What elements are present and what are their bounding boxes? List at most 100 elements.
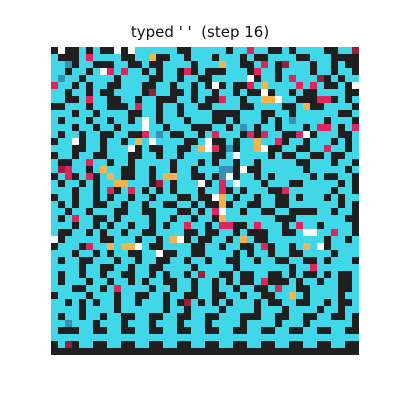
- board-cell: [142, 348, 150, 355]
- board-cell: [121, 334, 129, 342]
- board-cell: [268, 222, 276, 230]
- board-cell: [324, 166, 332, 174]
- board-cell: [86, 250, 94, 258]
- board-cell: [310, 110, 318, 118]
- board-cell: [51, 285, 59, 293]
- board-cell: [233, 243, 241, 251]
- board-cell: [170, 271, 178, 279]
- board-cell: [51, 131, 59, 139]
- board-cell: [261, 250, 269, 258]
- board-cell: [233, 264, 241, 272]
- board-cell: [205, 348, 213, 355]
- board-cell: [310, 208, 318, 216]
- board-cell: [191, 222, 199, 230]
- board-cell: [324, 257, 332, 265]
- board-cell: [121, 264, 129, 272]
- board-cell: [198, 68, 206, 76]
- board-cell: [331, 257, 339, 265]
- board-cell: [58, 341, 66, 349]
- board-cell: [226, 173, 234, 181]
- board-cell: [128, 180, 136, 188]
- board-cell: [303, 264, 311, 272]
- board-cell: [135, 166, 143, 174]
- board-cell: [289, 257, 297, 265]
- board-cell: [163, 201, 171, 209]
- board-cell: [247, 68, 255, 76]
- board-cell: [156, 257, 164, 265]
- board-cell: [93, 159, 101, 167]
- board-cell: [282, 292, 290, 300]
- board-cell: [86, 334, 94, 342]
- board-cell: [205, 61, 213, 69]
- board-cell: [331, 180, 339, 188]
- board-cell: [296, 89, 304, 97]
- board-cell: [128, 278, 136, 286]
- board-cell: [331, 75, 339, 83]
- board-cell: [58, 348, 66, 355]
- board-cell: [191, 68, 199, 76]
- board-cell: [170, 348, 178, 355]
- board-cell: [275, 306, 283, 314]
- board-cell: [226, 166, 234, 174]
- board-cell: [191, 320, 199, 328]
- board-cell: [254, 82, 262, 90]
- board-cell: [219, 117, 227, 125]
- board-cell: [93, 110, 101, 118]
- board-cell: [296, 341, 304, 349]
- board-cell: [65, 201, 73, 209]
- board-cell: [247, 236, 255, 244]
- board-cell: [163, 110, 171, 118]
- board-cell: [142, 327, 150, 335]
- board-cell: [296, 61, 304, 69]
- board-cell: [289, 75, 297, 83]
- board-cell: [65, 348, 73, 355]
- board-cell: [331, 215, 339, 223]
- board-cell: [226, 131, 234, 139]
- board-cell: [268, 201, 276, 209]
- board-cell: [317, 117, 325, 125]
- board-cell: [198, 145, 206, 153]
- board-cell: [345, 103, 353, 111]
- board-cell: [212, 229, 220, 237]
- board-cell: [191, 327, 199, 335]
- board-cell: [296, 250, 304, 258]
- board-cell: [275, 250, 283, 258]
- board-cell: [240, 327, 248, 335]
- board-cell: [331, 131, 339, 139]
- board-cell: [233, 166, 241, 174]
- board-cell: [233, 54, 241, 62]
- board-cell: [296, 348, 304, 355]
- board-cell: [282, 61, 290, 69]
- board-cell: [100, 61, 108, 69]
- board-cell: [156, 131, 164, 139]
- board-cell: [149, 159, 157, 167]
- board-cell: [275, 341, 283, 349]
- board-grid: [51, 47, 359, 355]
- board-cell: [51, 117, 59, 125]
- board-cell: [282, 236, 290, 244]
- board-cell: [107, 341, 115, 349]
- board-cell: [177, 215, 185, 223]
- board-cell: [324, 201, 332, 209]
- board-cell: [338, 271, 346, 279]
- board-cell: [212, 208, 220, 216]
- board-cell: [303, 82, 311, 90]
- board-cell: [135, 194, 143, 202]
- board-cell: [338, 159, 346, 167]
- board-cell: [51, 89, 59, 97]
- board-cell: [352, 131, 359, 139]
- board-cell: [163, 215, 171, 223]
- board-cell: [296, 54, 304, 62]
- board-cell: [58, 166, 66, 174]
- board-cell: [303, 320, 311, 328]
- board-cell: [219, 194, 227, 202]
- board-cell: [275, 222, 283, 230]
- board-cell: [93, 334, 101, 342]
- board-cell: [149, 327, 157, 335]
- board-cell: [184, 89, 192, 97]
- board-cell: [212, 54, 220, 62]
- game-board[interactable]: [51, 47, 359, 355]
- board-cell: [170, 320, 178, 328]
- board-cell: [156, 103, 164, 111]
- board-cell: [142, 145, 150, 153]
